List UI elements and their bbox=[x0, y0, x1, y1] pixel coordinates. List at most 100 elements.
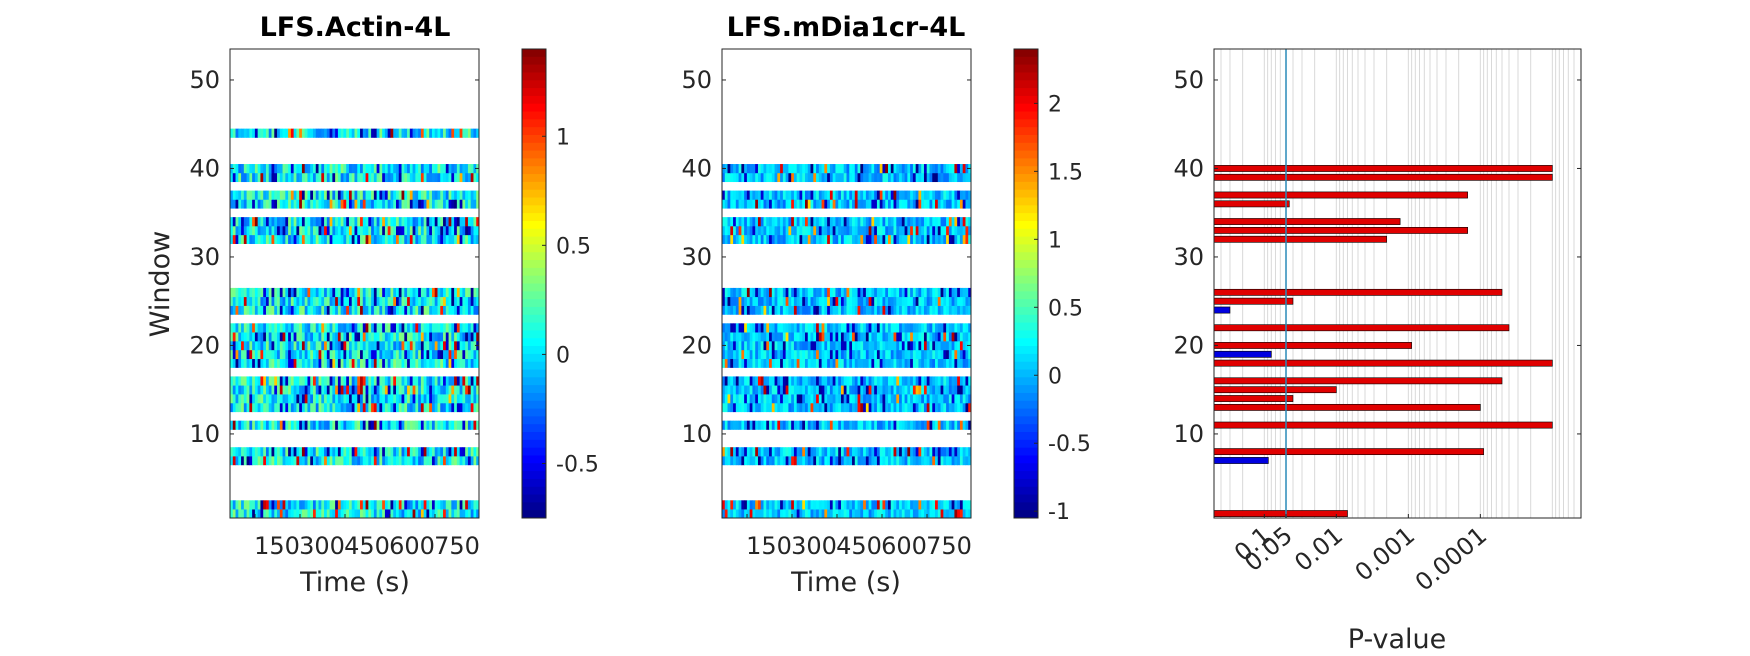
heatmap-cell bbox=[738, 296, 742, 306]
heatmap-cell bbox=[396, 190, 400, 200]
heatmap-cell bbox=[968, 305, 972, 315]
heatmap-cell bbox=[957, 394, 961, 404]
heatmap-cell bbox=[404, 305, 408, 315]
heatmap-cell bbox=[282, 323, 286, 333]
heatmap-cell bbox=[785, 164, 789, 174]
heatmap-cell bbox=[912, 394, 917, 404]
heatmap-cell bbox=[429, 234, 433, 244]
heatmap-cell bbox=[396, 323, 400, 333]
heatmap-cell bbox=[876, 296, 881, 306]
heatmap-cell bbox=[243, 509, 247, 519]
heatmap-cell bbox=[371, 305, 375, 315]
heatmap-cell bbox=[465, 358, 469, 368]
heatmap-cell bbox=[821, 447, 825, 457]
heatmap-cell bbox=[777, 447, 781, 457]
heatmap-cell bbox=[332, 323, 336, 333]
heatmap-cell bbox=[462, 234, 466, 244]
heatmap-cell bbox=[793, 287, 798, 298]
heatmap-cell bbox=[390, 376, 394, 386]
heatmap-cell bbox=[907, 402, 911, 413]
heatmap-cell bbox=[315, 217, 319, 227]
heatmap-cell bbox=[454, 234, 458, 244]
heatmap-cell bbox=[465, 376, 469, 386]
heatmap-cell bbox=[437, 394, 441, 404]
heatmap-cell bbox=[735, 332, 739, 342]
heatmap-cell bbox=[357, 332, 361, 342]
heatmap-cell bbox=[354, 385, 358, 395]
heatmap-cell bbox=[824, 296, 828, 306]
heatmap-cell bbox=[290, 217, 295, 227]
heatmap-cell bbox=[893, 225, 897, 236]
heatmap-cell bbox=[951, 225, 955, 236]
heatmap-cell bbox=[382, 225, 386, 236]
heatmap-cell bbox=[749, 394, 753, 404]
heatmap-cell bbox=[907, 394, 911, 404]
heatmap-cell bbox=[329, 164, 333, 174]
colorbar-segment bbox=[1014, 205, 1038, 214]
heatmap-cell bbox=[254, 234, 259, 244]
colorbar-segment bbox=[522, 181, 546, 191]
heatmap-cell bbox=[368, 341, 372, 351]
heatmap-cell bbox=[871, 447, 875, 457]
heatmap-cell bbox=[412, 190, 416, 200]
heatmap-cell bbox=[840, 509, 845, 519]
heatmap-cell bbox=[755, 376, 759, 386]
heatmap-cell bbox=[318, 128, 322, 138]
heatmap-cell bbox=[907, 305, 911, 315]
heatmap-cell bbox=[746, 234, 751, 244]
heatmap-cell bbox=[744, 287, 748, 298]
heatmap-cell bbox=[840, 305, 845, 315]
heatmap-cell bbox=[807, 456, 811, 466]
heatmap-cell bbox=[304, 341, 308, 351]
heatmap-cell bbox=[362, 305, 366, 315]
heatmap-cell bbox=[459, 509, 463, 519]
heatmap-cell bbox=[766, 456, 770, 466]
heatmap-cell bbox=[415, 296, 419, 306]
heatmap-cell bbox=[235, 190, 239, 200]
heatmap-cell bbox=[271, 447, 275, 457]
heatmap-cell bbox=[373, 358, 378, 368]
heatmap-cell bbox=[727, 323, 731, 333]
heatmap-cell bbox=[373, 509, 378, 519]
heatmap-cell bbox=[727, 190, 731, 200]
heatmap-cell bbox=[746, 172, 751, 183]
heatmap-cell bbox=[279, 456, 283, 466]
heatmap-cell bbox=[393, 420, 397, 430]
heatmap-cell bbox=[387, 500, 391, 510]
heatmap-cell bbox=[454, 341, 458, 351]
heatmap-cell bbox=[774, 172, 778, 183]
heatmap-cell bbox=[440, 341, 444, 351]
heatmap-cell bbox=[741, 500, 745, 510]
colorbar-segment bbox=[522, 228, 546, 238]
heatmap-cell bbox=[418, 164, 422, 174]
heatmap-cell bbox=[780, 172, 784, 183]
heatmap-cell bbox=[299, 447, 303, 457]
heatmap-cell bbox=[451, 385, 455, 395]
pvalue-bar bbox=[1213, 173, 1553, 181]
heatmap-cell bbox=[771, 287, 775, 298]
heatmap-cell bbox=[888, 456, 892, 466]
heatmap-cell bbox=[235, 358, 239, 368]
heatmap-cell bbox=[315, 190, 319, 200]
heatmap-cell bbox=[354, 420, 358, 430]
heatmap-cell bbox=[379, 420, 383, 430]
heatmap-cell bbox=[401, 500, 405, 510]
heatmap-cell bbox=[874, 332, 878, 342]
heatmap-cell bbox=[896, 509, 900, 519]
heatmap-cell bbox=[752, 456, 756, 466]
heatmap-cell bbox=[890, 164, 894, 174]
heatmap-cell bbox=[722, 358, 726, 368]
heatmap-cell bbox=[324, 376, 328, 386]
heatmap-cell bbox=[807, 385, 811, 395]
heatmap-cell bbox=[362, 385, 366, 395]
heatmap-cell bbox=[785, 217, 789, 227]
heatmap-cell bbox=[727, 349, 731, 360]
heatmap-cell bbox=[371, 287, 375, 298]
heatmap-cell bbox=[451, 234, 455, 244]
heatmap-cell bbox=[384, 447, 389, 457]
heatmap-cell bbox=[829, 376, 834, 386]
heatmap-cell bbox=[791, 447, 795, 457]
heatmap-cell bbox=[326, 332, 330, 342]
heatmap-cell bbox=[735, 225, 739, 236]
